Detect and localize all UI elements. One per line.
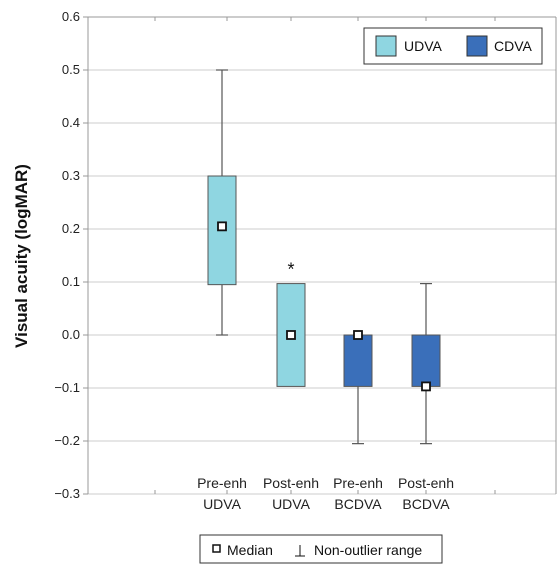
y-axis: −0.3 −0.2 −0.1 0.0 0.1 0.2 0.3 0.4 0.5 0.6 — [54, 9, 557, 501]
y-tick-label: 0.6 — [62, 9, 80, 24]
category-label-line1: Pre-enh — [333, 475, 383, 491]
notes-box: Median Non-outlier range — [199, 534, 443, 564]
y-tick-label: −0.3 — [54, 486, 80, 501]
y-tick-label: −0.1 — [54, 380, 80, 395]
y-tick-label: 0.5 — [62, 62, 80, 77]
legend-swatch-udva — [375, 35, 397, 57]
box-body — [343, 334, 373, 387]
boxes-group: * — [207, 69, 441, 445]
significance-marker: * — [287, 260, 294, 280]
category-label-line1: Post-enh — [263, 475, 319, 491]
median-marker — [353, 330, 363, 340]
notes-frame — [199, 534, 443, 564]
category-label-line1: Post-enh — [398, 475, 454, 491]
y-tick-label: 0.1 — [62, 274, 80, 289]
median-marker — [217, 221, 227, 232]
y-tick-label: 0.3 — [62, 168, 80, 183]
notes-median-label: Median — [227, 542, 273, 558]
category-label-line2: UDVA — [272, 496, 311, 512]
category-label-line1: Pre-enh — [197, 475, 247, 491]
median-marker — [421, 381, 431, 392]
whisker-range-icon — [295, 545, 305, 557]
y-tick-label: 0.0 — [62, 327, 80, 342]
box-4 — [411, 282, 441, 445]
legend-label-cdva: CDVA — [494, 38, 533, 54]
median-marker — [286, 330, 296, 340]
box-3 — [343, 330, 373, 445]
grid-group — [88, 16, 556, 495]
box-2: * — [276, 260, 306, 387]
notes-range-label: Non-outlier range — [314, 542, 422, 558]
legend-label-udva: UDVA — [404, 38, 443, 54]
category-label-line2: UDVA — [203, 496, 242, 512]
median-marker-icon — [212, 544, 221, 553]
legend: UDVA CDVA — [363, 27, 543, 65]
legend-swatch-cdva — [466, 35, 488, 57]
box-body — [411, 334, 441, 387]
category-labels: Pre-enh UDVA Post-enh UDVA Pre-enh BCDVA Post-… — [197, 475, 454, 512]
y-tick-label: −0.2 — [54, 433, 80, 448]
category-label-line2: BCDVA — [402, 496, 450, 512]
box-1 — [207, 69, 237, 336]
category-label-line2: BCDVA — [334, 496, 382, 512]
y-axis-title: Visual acuity (logMAR) — [12, 164, 31, 348]
y-tick-label: 0.2 — [62, 221, 80, 236]
y-tick-label: 0.4 — [62, 115, 80, 130]
